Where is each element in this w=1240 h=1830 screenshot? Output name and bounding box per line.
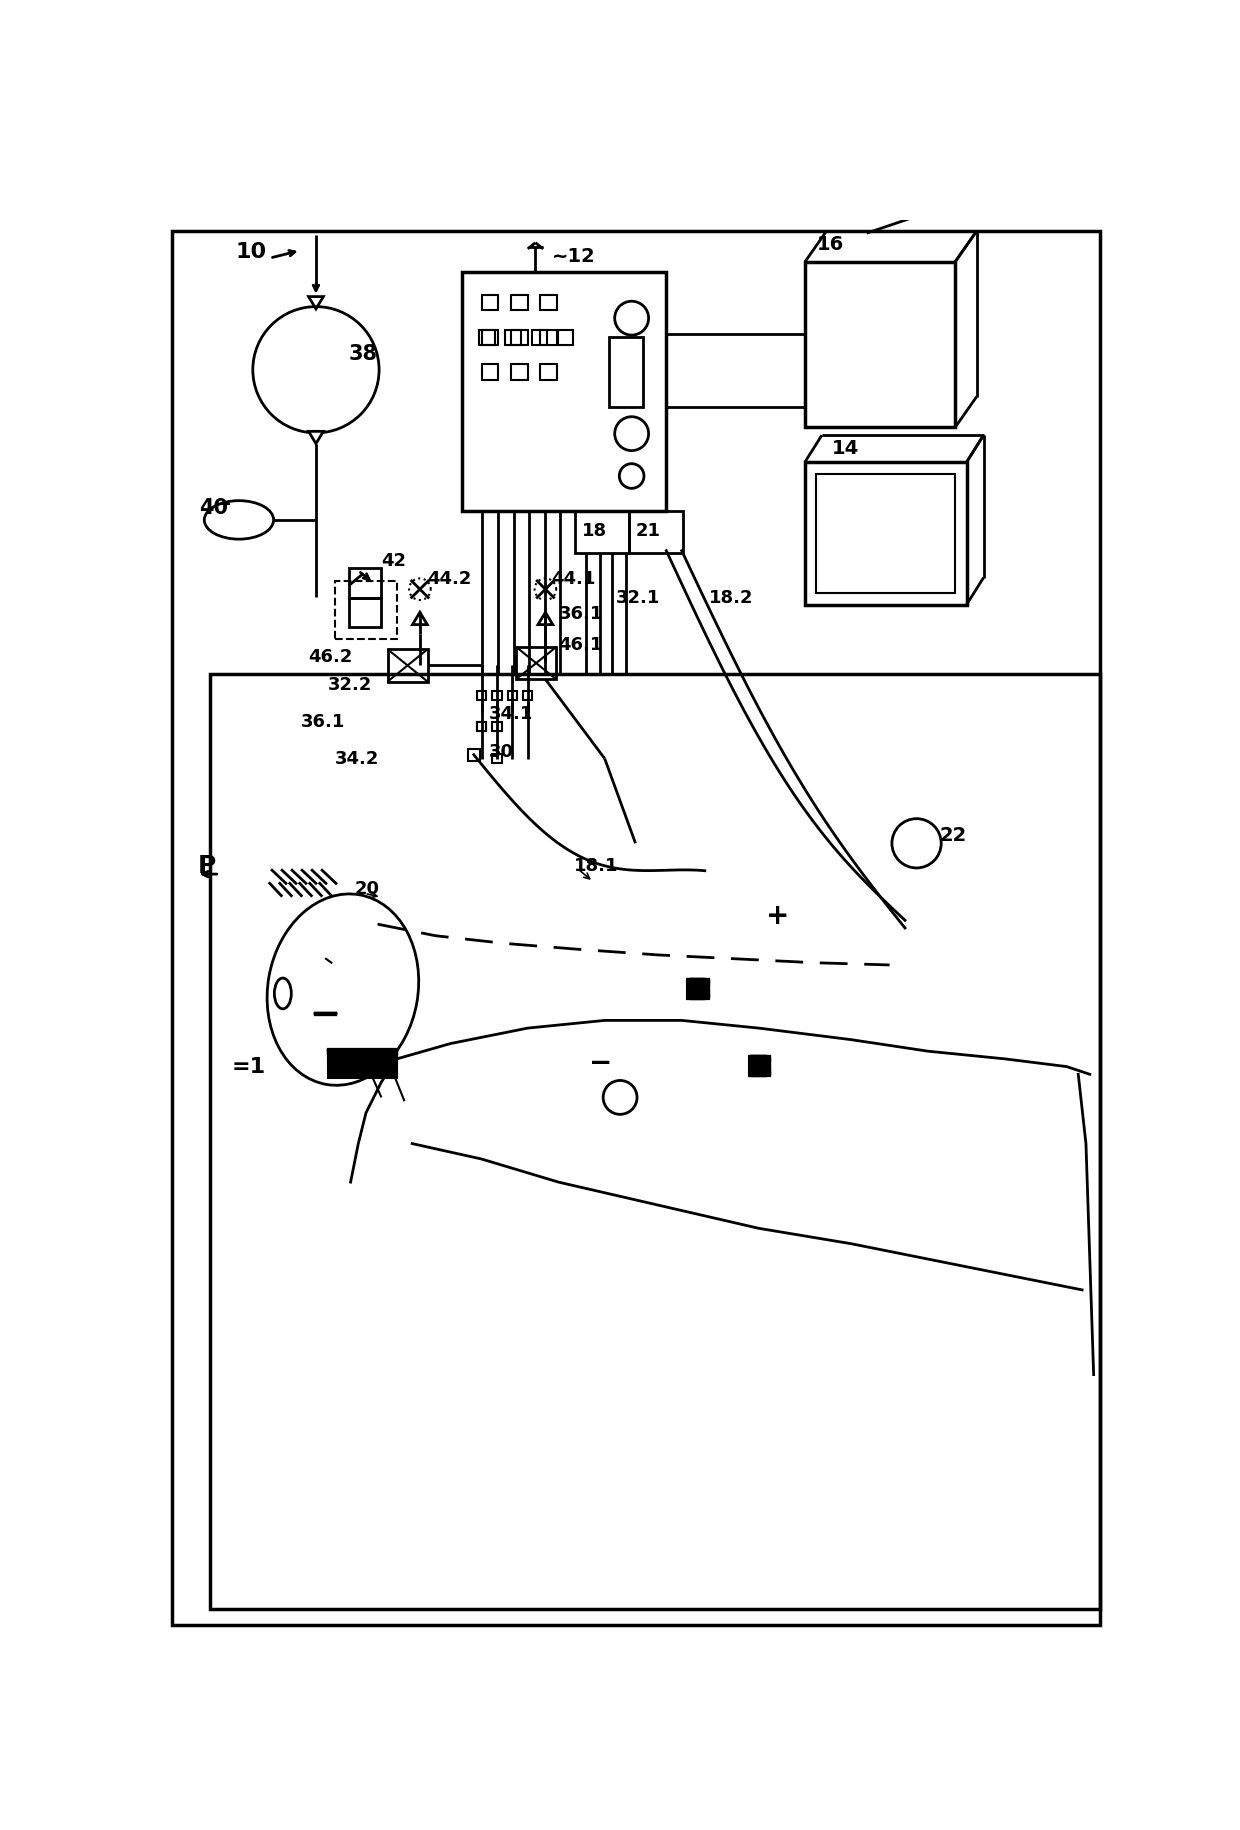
Bar [541, 329, 557, 346]
Polygon shape [538, 613, 553, 624]
Bar [609, 337, 644, 406]
Text: 44.1: 44.1 [551, 571, 595, 587]
Bar [507, 692, 517, 701]
Bar [532, 329, 547, 346]
Bar [467, 748, 480, 761]
Text: 18.2: 18.2 [708, 589, 753, 608]
Text: 32.2: 32.2 [327, 677, 372, 694]
Bar [630, 511, 683, 553]
Bar [211, 673, 1100, 1609]
Bar [479, 329, 495, 346]
Text: 36.1: 36.1 [558, 606, 603, 622]
Bar [575, 511, 630, 553]
Bar [477, 721, 486, 730]
Bar [805, 463, 967, 604]
Text: 38: 38 [350, 344, 378, 364]
Polygon shape [309, 296, 324, 309]
Bar [805, 262, 955, 428]
Text: 36.1: 36.1 [300, 712, 345, 730]
Bar [541, 364, 557, 381]
Polygon shape [413, 613, 428, 624]
Text: 40: 40 [198, 498, 228, 518]
Bar [481, 364, 498, 381]
Text: 42: 42 [382, 551, 407, 569]
Text: 46.2: 46.2 [309, 648, 352, 666]
Text: 18.1: 18.1 [574, 858, 619, 875]
Text: +: + [766, 902, 790, 930]
Polygon shape [309, 432, 324, 443]
Text: 34.2: 34.2 [335, 750, 379, 767]
Bar [350, 598, 382, 628]
Text: 14: 14 [832, 439, 859, 458]
Text: 18: 18 [582, 522, 606, 540]
Bar [492, 692, 501, 701]
Text: P: P [198, 855, 217, 878]
Bar [506, 329, 521, 346]
Bar [492, 721, 501, 730]
Bar [477, 721, 486, 730]
Text: 46.1: 46.1 [558, 635, 603, 653]
Bar [541, 295, 557, 311]
Text: 10: 10 [236, 242, 267, 262]
Text: 21: 21 [635, 522, 661, 540]
Text: ~12: ~12 [552, 247, 596, 265]
Bar [516, 648, 557, 679]
Bar [511, 295, 528, 311]
Bar [511, 364, 528, 381]
Text: 16: 16 [816, 234, 843, 254]
Text: 22: 22 [940, 825, 967, 845]
Bar [481, 295, 498, 311]
Text: −: − [589, 1049, 613, 1076]
Bar [558, 329, 573, 346]
Bar [492, 754, 501, 763]
Bar [481, 329, 498, 346]
Text: 30: 30 [490, 743, 515, 761]
Bar [523, 692, 532, 701]
Text: =1: =1 [231, 1056, 265, 1076]
Text: 32.1: 32.1 [616, 589, 661, 608]
Bar [816, 474, 955, 593]
Text: 20: 20 [355, 880, 379, 899]
Bar [388, 650, 428, 681]
Bar [463, 273, 666, 511]
Bar [477, 692, 486, 701]
Bar [350, 569, 382, 598]
Text: 34.1: 34.1 [490, 705, 533, 723]
Bar [511, 329, 528, 346]
Bar [335, 582, 397, 639]
Text: 44.2: 44.2 [428, 571, 472, 587]
